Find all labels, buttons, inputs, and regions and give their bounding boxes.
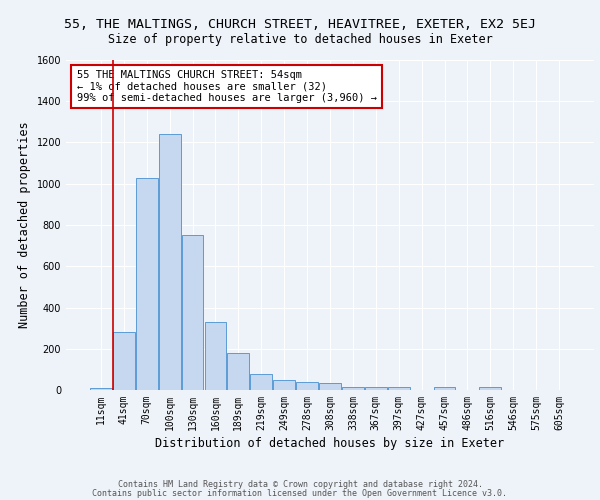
Y-axis label: Number of detached properties: Number of detached properties xyxy=(18,122,31,328)
Bar xyxy=(388,388,410,390)
Text: Size of property relative to detached houses in Exeter: Size of property relative to detached ho… xyxy=(107,32,493,46)
X-axis label: Distribution of detached houses by size in Exeter: Distribution of detached houses by size … xyxy=(155,437,505,450)
Bar xyxy=(296,382,318,390)
Bar xyxy=(113,332,134,390)
Bar xyxy=(182,236,203,390)
Bar xyxy=(90,388,112,390)
Bar xyxy=(365,388,387,390)
Text: Contains HM Land Registry data © Crown copyright and database right 2024.: Contains HM Land Registry data © Crown c… xyxy=(118,480,482,489)
Text: 55, THE MALTINGS, CHURCH STREET, HEAVITREE, EXETER, EX2 5EJ: 55, THE MALTINGS, CHURCH STREET, HEAVITR… xyxy=(64,18,536,30)
Bar xyxy=(434,388,455,390)
Bar xyxy=(159,134,181,390)
Bar xyxy=(136,178,158,390)
Bar xyxy=(319,383,341,390)
Bar xyxy=(342,387,364,390)
Bar xyxy=(227,353,249,390)
Bar xyxy=(273,380,295,390)
Bar xyxy=(250,374,272,390)
Text: 55 THE MALTINGS CHURCH STREET: 54sqm
← 1% of detached houses are smaller (32)
99: 55 THE MALTINGS CHURCH STREET: 54sqm ← 1… xyxy=(77,70,377,103)
Bar xyxy=(205,322,226,390)
Text: Contains public sector information licensed under the Open Government Licence v3: Contains public sector information licen… xyxy=(92,488,508,498)
Bar xyxy=(479,388,501,390)
